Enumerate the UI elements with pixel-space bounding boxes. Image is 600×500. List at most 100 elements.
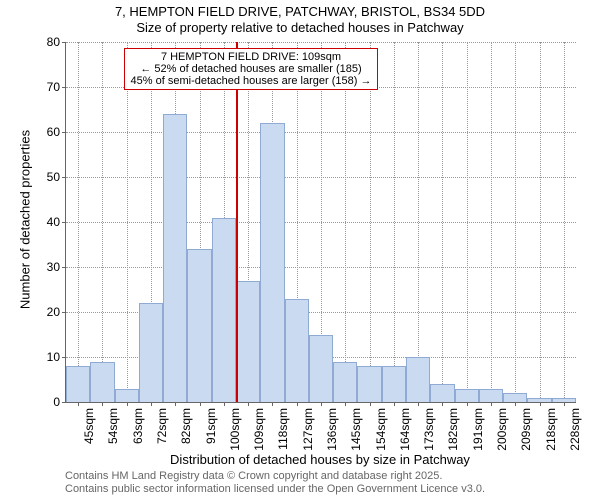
x-tick-mark bbox=[78, 402, 79, 406]
x-tick-label: 118sqm bbox=[276, 408, 290, 450]
histogram-bar bbox=[236, 281, 260, 403]
x-tick-label: 136sqm bbox=[325, 408, 339, 451]
x-tick-label: 63sqm bbox=[131, 408, 145, 444]
histogram-bar bbox=[479, 389, 503, 403]
histogram-bar bbox=[90, 362, 114, 403]
x-tick-label: 154sqm bbox=[374, 408, 388, 451]
x-tick-mark bbox=[200, 402, 201, 406]
histogram-bar bbox=[503, 393, 527, 402]
x-tick-mark bbox=[491, 402, 492, 406]
x-tick-label: 127sqm bbox=[301, 408, 315, 451]
x-tick-mark bbox=[321, 402, 322, 406]
x-tick-label: 173sqm bbox=[422, 408, 436, 451]
x-tick-label: 45sqm bbox=[82, 408, 96, 444]
x-tick-mark bbox=[175, 402, 176, 406]
y-axis-label: Number of detached properties bbox=[18, 120, 33, 320]
grid-line-v bbox=[491, 42, 492, 402]
grid-line-v bbox=[564, 42, 565, 402]
plot-area: 0102030405060708045sqm54sqm63sqm72sqm82s… bbox=[65, 42, 576, 403]
x-tick-mark bbox=[442, 402, 443, 406]
x-tick-label: 100sqm bbox=[228, 408, 242, 451]
x-tick-mark bbox=[564, 402, 565, 406]
x-tick-mark bbox=[151, 402, 152, 406]
histogram-bar bbox=[455, 389, 479, 403]
grid-line-v bbox=[78, 42, 79, 402]
x-tick-label: 200sqm bbox=[495, 408, 509, 451]
x-tick-label: 145sqm bbox=[349, 408, 363, 451]
y-tick-mark bbox=[62, 177, 66, 178]
x-tick-label: 164sqm bbox=[398, 408, 412, 451]
histogram-bar bbox=[139, 303, 163, 402]
histogram-bar bbox=[357, 366, 381, 402]
annotation-line3: 45% of semi-detached houses are larger (… bbox=[129, 75, 373, 87]
x-tick-mark bbox=[127, 402, 128, 406]
histogram-bar bbox=[382, 366, 406, 402]
grid-line-v bbox=[102, 42, 103, 402]
x-tick-mark bbox=[467, 402, 468, 406]
histogram-bar bbox=[406, 357, 430, 402]
grid-line-v bbox=[394, 42, 395, 402]
y-tick-label: 10 bbox=[47, 350, 60, 364]
grid-line-v bbox=[467, 42, 468, 402]
histogram-chart: 7, HEMPTON FIELD DRIVE, PATCHWAY, BRISTO… bbox=[0, 0, 600, 500]
x-tick-mark bbox=[224, 402, 225, 406]
y-tick-label: 70 bbox=[47, 80, 60, 94]
x-tick-label: 228sqm bbox=[568, 408, 582, 451]
x-tick-mark bbox=[370, 402, 371, 406]
y-tick-label: 0 bbox=[53, 395, 60, 409]
y-tick-mark bbox=[62, 267, 66, 268]
y-tick-label: 30 bbox=[47, 260, 60, 274]
x-tick-label: 54sqm bbox=[106, 408, 120, 444]
x-tick-mark bbox=[515, 402, 516, 406]
y-tick-mark bbox=[62, 42, 66, 43]
histogram-bar bbox=[333, 362, 357, 403]
y-tick-label: 80 bbox=[47, 35, 60, 49]
x-tick-mark bbox=[248, 402, 249, 406]
histogram-bar bbox=[66, 366, 90, 402]
y-tick-label: 40 bbox=[47, 215, 60, 229]
footer-line1: Contains HM Land Registry data © Crown c… bbox=[65, 470, 442, 482]
annotation-box: 7 HEMPTON FIELD DRIVE: 109sqm← 52% of de… bbox=[124, 48, 378, 90]
grid-line-v bbox=[515, 42, 516, 402]
x-tick-label: 191sqm bbox=[471, 408, 485, 451]
x-tick-label: 72sqm bbox=[155, 408, 169, 444]
y-tick-mark bbox=[62, 402, 66, 403]
grid-line-v bbox=[370, 42, 371, 402]
y-tick-mark bbox=[62, 87, 66, 88]
grid-line-v bbox=[442, 42, 443, 402]
histogram-bar bbox=[163, 114, 187, 402]
histogram-bar bbox=[260, 123, 284, 402]
histogram-bar bbox=[309, 335, 333, 403]
x-tick-label: 109sqm bbox=[252, 408, 266, 451]
y-tick-mark bbox=[62, 357, 66, 358]
footer-line2: Contains public sector information licen… bbox=[65, 483, 485, 495]
grid-line-v bbox=[418, 42, 419, 402]
x-tick-mark bbox=[418, 402, 419, 406]
histogram-bar bbox=[212, 218, 236, 403]
annotation-line1: 7 HEMPTON FIELD DRIVE: 109sqm bbox=[129, 51, 373, 63]
x-tick-mark bbox=[394, 402, 395, 406]
y-tick-label: 50 bbox=[47, 170, 60, 184]
x-tick-label: 209sqm bbox=[519, 408, 533, 451]
x-tick-mark bbox=[272, 402, 273, 406]
histogram-bar bbox=[527, 398, 551, 403]
grid-line-v bbox=[540, 42, 541, 402]
y-tick-mark bbox=[62, 312, 66, 313]
reference-line bbox=[236, 42, 238, 402]
x-tick-label: 82sqm bbox=[179, 408, 193, 444]
x-tick-mark bbox=[297, 402, 298, 406]
annotation-line2: ← 52% of detached houses are smaller (18… bbox=[129, 63, 373, 75]
chart-title-line1: 7, HEMPTON FIELD DRIVE, PATCHWAY, BRISTO… bbox=[0, 4, 600, 19]
x-tick-label: 218sqm bbox=[544, 408, 558, 451]
histogram-bar bbox=[187, 249, 211, 402]
histogram-bar bbox=[115, 389, 139, 403]
y-tick-label: 60 bbox=[47, 125, 60, 139]
y-tick-mark bbox=[62, 132, 66, 133]
x-tick-mark bbox=[540, 402, 541, 406]
x-tick-mark bbox=[102, 402, 103, 406]
histogram-bar bbox=[430, 384, 454, 402]
x-axis-label: Distribution of detached houses by size … bbox=[65, 452, 575, 467]
histogram-bar bbox=[552, 398, 576, 403]
grid-line-v bbox=[127, 42, 128, 402]
chart-title-line2: Size of property relative to detached ho… bbox=[0, 20, 600, 35]
